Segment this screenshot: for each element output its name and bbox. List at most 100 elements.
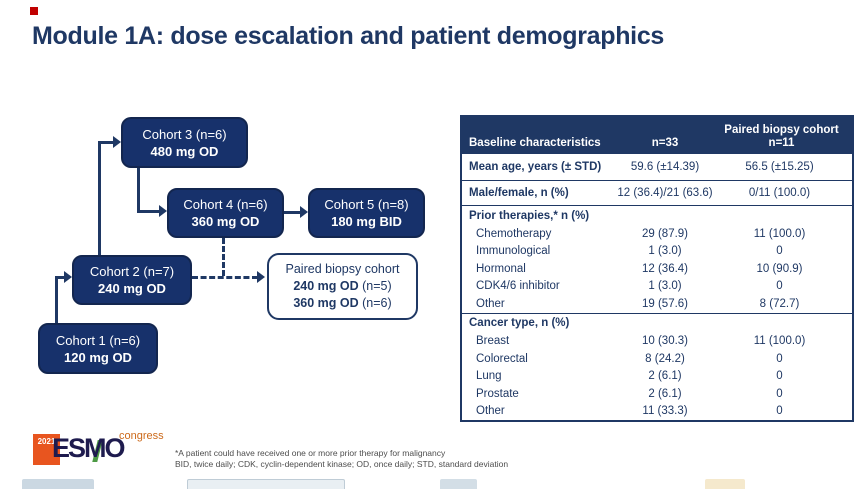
row-value-n33: 12 (36.4)/21 (63.6) (613, 180, 717, 206)
row-label: Chemotherapy (476, 227, 552, 240)
row-value-paired: 10 (90.9) (756, 262, 803, 275)
paired-line2-n: (n=6) (358, 296, 392, 310)
table-row: Prostate 2 (6.1) 0 (461, 385, 853, 403)
row-label: Hormonal (476, 262, 526, 275)
row-value-paired: 11 (100.0) (753, 335, 806, 348)
row-value-paired: 0 (776, 405, 783, 418)
esmo-congress-label: congress (119, 430, 164, 442)
row-value-n33: 1 (3.0) (648, 280, 682, 293)
row-value-paired: 11 (100.0) (753, 227, 806, 240)
paired-biopsy-cohort-box: Paired biopsy cohort 240 mg OD (n=5) 360… (267, 253, 418, 320)
cohort4-label: Cohort 4 (n=6) (183, 197, 268, 212)
connector-cohort2-to-cohort3-vertical (98, 142, 101, 255)
arrowhead-into-cohort3 (113, 136, 121, 148)
row-value-n33: 8 (24.2) (645, 352, 685, 365)
cohort1-label: Cohort 1 (n=6) (55, 332, 141, 348)
table-row: Chemotherapy 29 (87.9) 11 (100.0) (461, 225, 853, 243)
arrowhead-into-cohort5 (300, 206, 308, 218)
page-title: Module 1A: dose escalation and patient d… (32, 22, 665, 50)
paired-line1-dose: 240 mg OD (293, 279, 359, 293)
arrowhead-into-paired-biopsy (257, 271, 265, 283)
row-value-n33: 12 (36.4) (641, 262, 689, 275)
connector-cohort2-to-cohort3-horizontal (98, 141, 114, 144)
table-row: Male/female, n (%) 12 (36.4)/21 (63.6) 0… (461, 180, 853, 206)
paired-biopsy-title: Paired biopsy cohort (285, 262, 400, 276)
cohort5-dose: 180 mg BID (331, 214, 402, 229)
cohort1-box: Cohort 1 (n=6) 120 mg OD (38, 323, 158, 374)
connector-cohort1-to-cohort2-horizontal (55, 276, 65, 279)
paired-line2-dose: 360 mg OD (293, 296, 359, 310)
row-value-paired: 0 (776, 245, 783, 258)
dashed-connector-cohort2-to-paired (192, 276, 258, 279)
header-paired-biopsy-cohort: Paired biopsy cohort n=11 (717, 116, 853, 154)
table-section-row: Cancer type, n (%) (461, 313, 853, 333)
baseline-characteristics-section: Baseline characteristics n=33 Paired bio… (460, 115, 854, 422)
row-label: Cancer type, n (%) (469, 317, 570, 329)
row-value-paired: 56.5 (±15.25) (717, 153, 853, 181)
cohort1-dose: 120 mg OD (64, 349, 132, 365)
table-row: Other 11 (33.3) 0 (461, 403, 853, 422)
row-value-n33: 1 (3.0) (648, 245, 682, 258)
table-section-row: Prior therapies,* n (%) (461, 206, 853, 226)
esmo-logo: ESMO (52, 433, 126, 463)
cohort3-label: Cohort 3 (n=6) (142, 126, 227, 142)
row-value-paired: 0 (776, 280, 783, 293)
paired-line1-n: (n=5) (358, 279, 392, 293)
row-label: Other (461, 295, 613, 314)
row-value-paired (717, 206, 853, 226)
bottom-peek-button-1[interactable] (22, 479, 94, 489)
table-header-row: Baseline characteristics n=33 Paired bio… (461, 116, 853, 154)
row-value-n33 (613, 206, 717, 226)
red-marker (30, 7, 38, 15)
row-value-paired: 8 (72.7) (717, 295, 853, 314)
row-value-paired: 0 (776, 352, 783, 365)
cohort5-box: Cohort 5 (n=8) 180 mg BID (308, 188, 425, 238)
row-label: Prostate (476, 387, 519, 400)
bottom-peek-button-4[interactable] (705, 479, 745, 489)
bottom-peek-button-2[interactable] (187, 479, 345, 489)
paired-biopsy-line2: 360 mg OD (n=6) (269, 295, 416, 312)
row-label: Colorectal (476, 352, 528, 365)
bottom-peek-button-3[interactable] (440, 479, 477, 489)
connector-cohort3-to-cohort4-horizontal (137, 210, 160, 213)
table-row: Immunological 1 (3.0) 0 (461, 243, 853, 261)
dashed-connector-cohort4-down (222, 238, 225, 276)
connector-cohort1-to-cohort2-vertical (55, 276, 58, 323)
row-label: Prior therapies,* n (%) (469, 209, 590, 222)
row-value-n33: 19 (57.6) (613, 295, 717, 314)
cohort3-box: Cohort 3 (n=6) 480 mg OD (121, 117, 248, 168)
row-label: Male/female, n (%) (461, 180, 613, 206)
table-row: Mean age, years (± STD) 59.6 (±14.39) 56… (461, 153, 853, 181)
paired-biopsy-line1: 240 mg OD (n=5) (269, 278, 416, 295)
arrowhead-into-cohort4 (159, 205, 167, 217)
cohort2-dose: 240 mg OD (98, 281, 166, 296)
cohort3-dose: 480 mg OD (150, 143, 219, 159)
row-value-paired (717, 313, 853, 333)
row-value-paired: 0/11 (100.0) (717, 180, 853, 206)
row-label: Immunological (476, 245, 551, 258)
row-value-paired: 0 (776, 370, 783, 383)
row-value-n33: 11 (33.3) (642, 405, 688, 418)
esmo-2021-badge: 2021 (33, 434, 60, 465)
header-paired-line2: n=11 (768, 137, 795, 149)
row-value-paired: 0 (776, 387, 783, 400)
row-value-n33: 10 (30.3) (641, 335, 689, 348)
cohort4-dose: 360 mg OD (191, 214, 260, 229)
header-n33: n=33 (613, 116, 717, 154)
header-paired-line1: Paired biopsy cohort (724, 124, 839, 136)
cohort2-label: Cohort 2 (n=7) (89, 264, 175, 279)
table-row: Hormonal 12 (36.4) 10 (90.9) (461, 260, 853, 278)
connector-cohort4-to-cohort5 (284, 211, 301, 214)
footnotes: *A patient could have received one or mo… (175, 448, 655, 470)
header-baseline-characteristics: Baseline characteristics (461, 116, 613, 154)
table-row: Lung 2 (6.1) 0 (461, 368, 853, 386)
table-row: Colorectal 8 (24.2) 0 (461, 350, 853, 368)
row-value-n33: 29 (87.9) (641, 227, 689, 240)
table-row: Breast 10 (30.3) 11 (100.0) (461, 333, 853, 351)
row-value-n33: 2 (6.1) (648, 387, 682, 400)
arrowhead-into-cohort2 (64, 271, 72, 283)
table-row: Other 19 (57.6) 8 (72.7) (461, 295, 853, 314)
baseline-characteristics-table: Baseline characteristics n=33 Paired bio… (460, 115, 854, 422)
footnote-line1: *A patient could have received one or mo… (175, 448, 446, 458)
cohort4-box: Cohort 4 (n=6) 360 mg OD (167, 188, 284, 238)
